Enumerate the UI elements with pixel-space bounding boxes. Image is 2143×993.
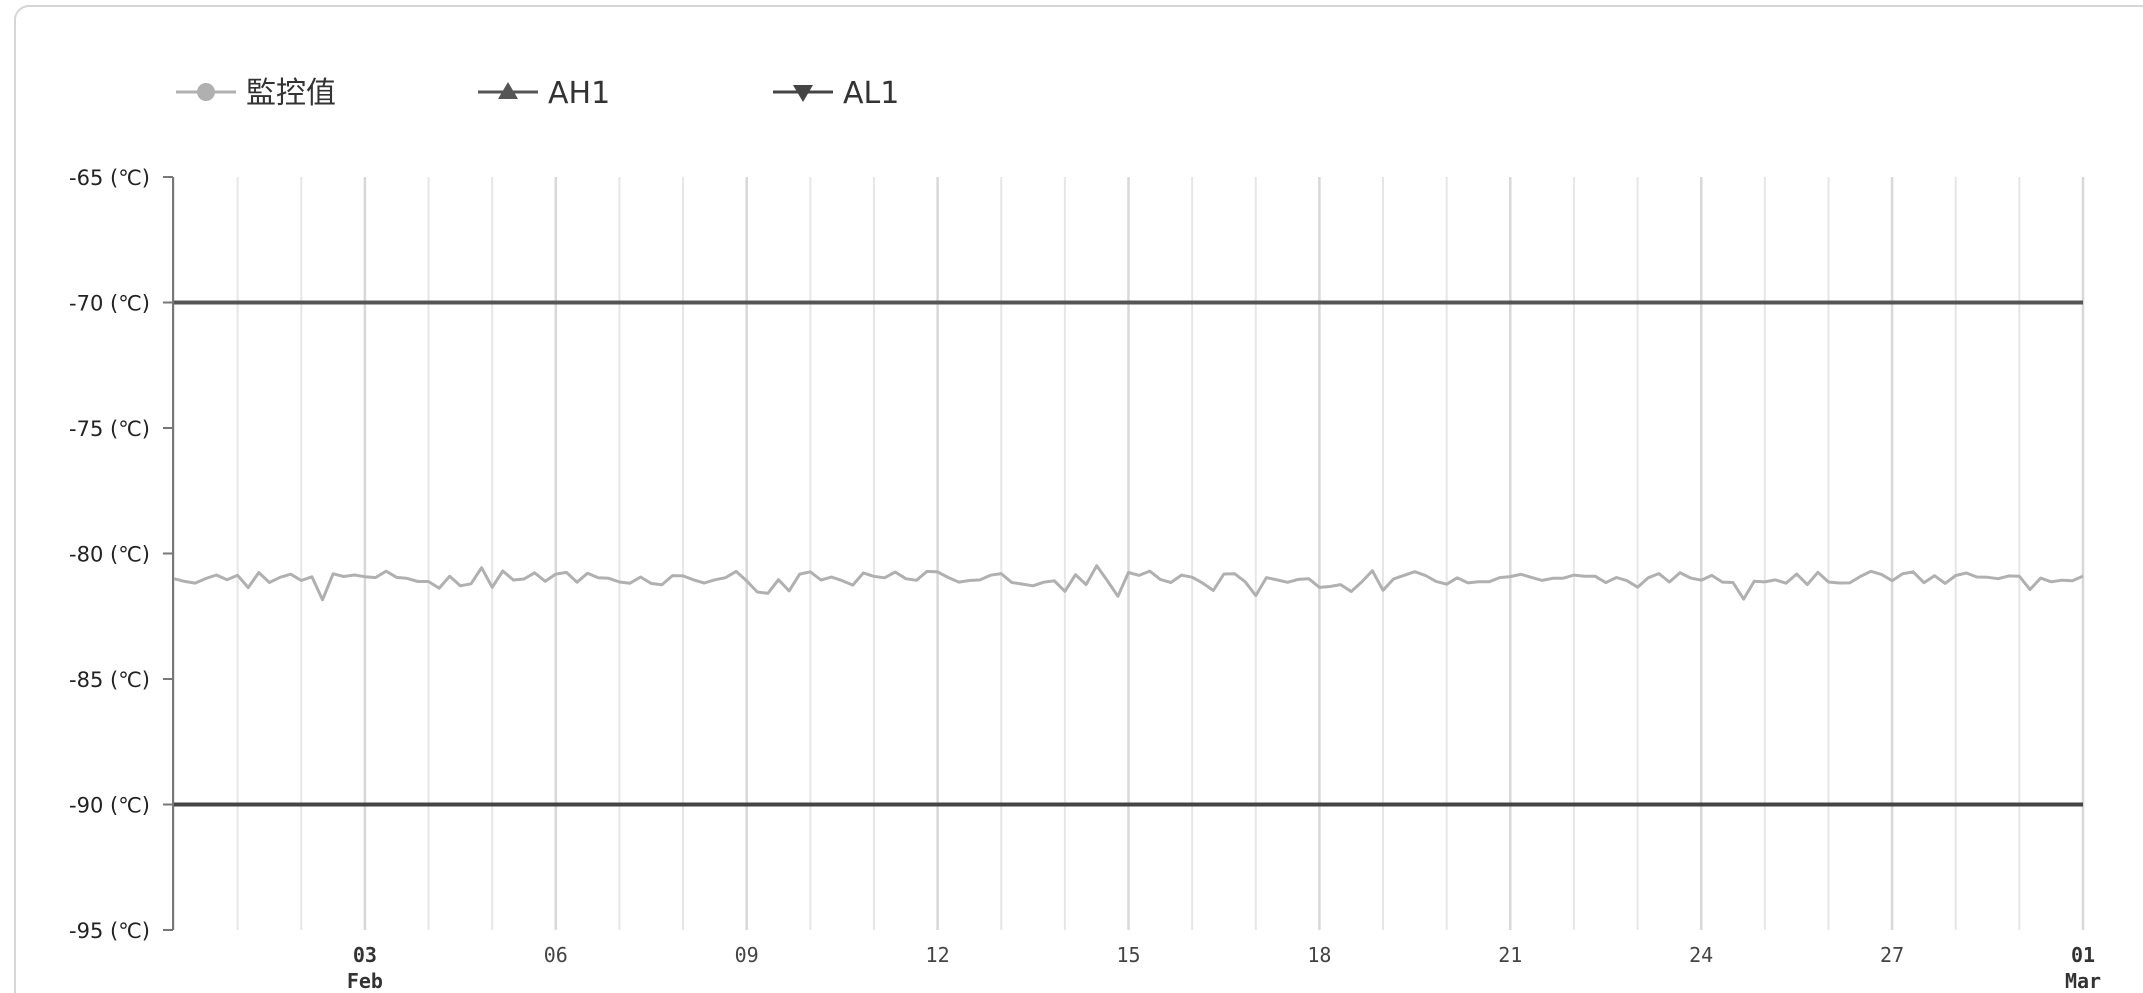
y-tick-label: -65 (℃): [69, 166, 150, 190]
legend-triangle-up-marker-icon: [498, 82, 518, 99]
legend-label: 監控值: [246, 76, 336, 111]
x-tick-label: 09: [735, 943, 759, 967]
x-tick-month-label: Mar: [2065, 969, 2101, 993]
y-tick-label: -95 (℃): [69, 919, 150, 943]
x-tick-month-label: Feb: [347, 969, 383, 993]
x-tick-label: 12: [926, 943, 950, 967]
legend-triangle-down-marker-icon: [793, 85, 813, 102]
y-tick-label: -85 (℃): [69, 668, 150, 692]
x-tick-label: 18: [1307, 943, 1331, 967]
y-tick-label: -75 (℃): [69, 417, 150, 441]
x-tick-label: 27: [1880, 943, 1904, 967]
legend: 監控值 AH1 AL1: [176, 76, 899, 111]
legend-item[interactable]: AH1: [478, 76, 610, 111]
legend-label: AH1: [548, 76, 610, 111]
axis-layer: -65 (℃) -70 (℃) -75 (℃) -80 (℃) -85 (℃) -90 (…: [69, 166, 2101, 993]
legend-label: AL1: [843, 76, 899, 111]
chart-frame: [14, 5, 2143, 993]
y-tick-label: -70 (℃): [69, 292, 150, 316]
series-layer: [173, 300, 2084, 807]
x-tick-label: 06: [544, 943, 568, 967]
y-tick-label: -80 (℃): [69, 543, 150, 567]
y-tick-label: -90 (℃): [69, 794, 150, 818]
series-line-monitor: [173, 564, 2084, 602]
legend-circle-marker-icon: [197, 83, 215, 101]
x-tick-label: 15: [1116, 943, 1140, 967]
x-tick-label: 24: [1689, 943, 1713, 967]
x-tick-label: 01: [2071, 943, 2095, 967]
legend-item[interactable]: AL1: [773, 76, 899, 111]
x-tick-label: 21: [1498, 943, 1522, 967]
x-tick-label: 03: [353, 943, 377, 967]
legend-item[interactable]: 監控值: [176, 76, 336, 111]
